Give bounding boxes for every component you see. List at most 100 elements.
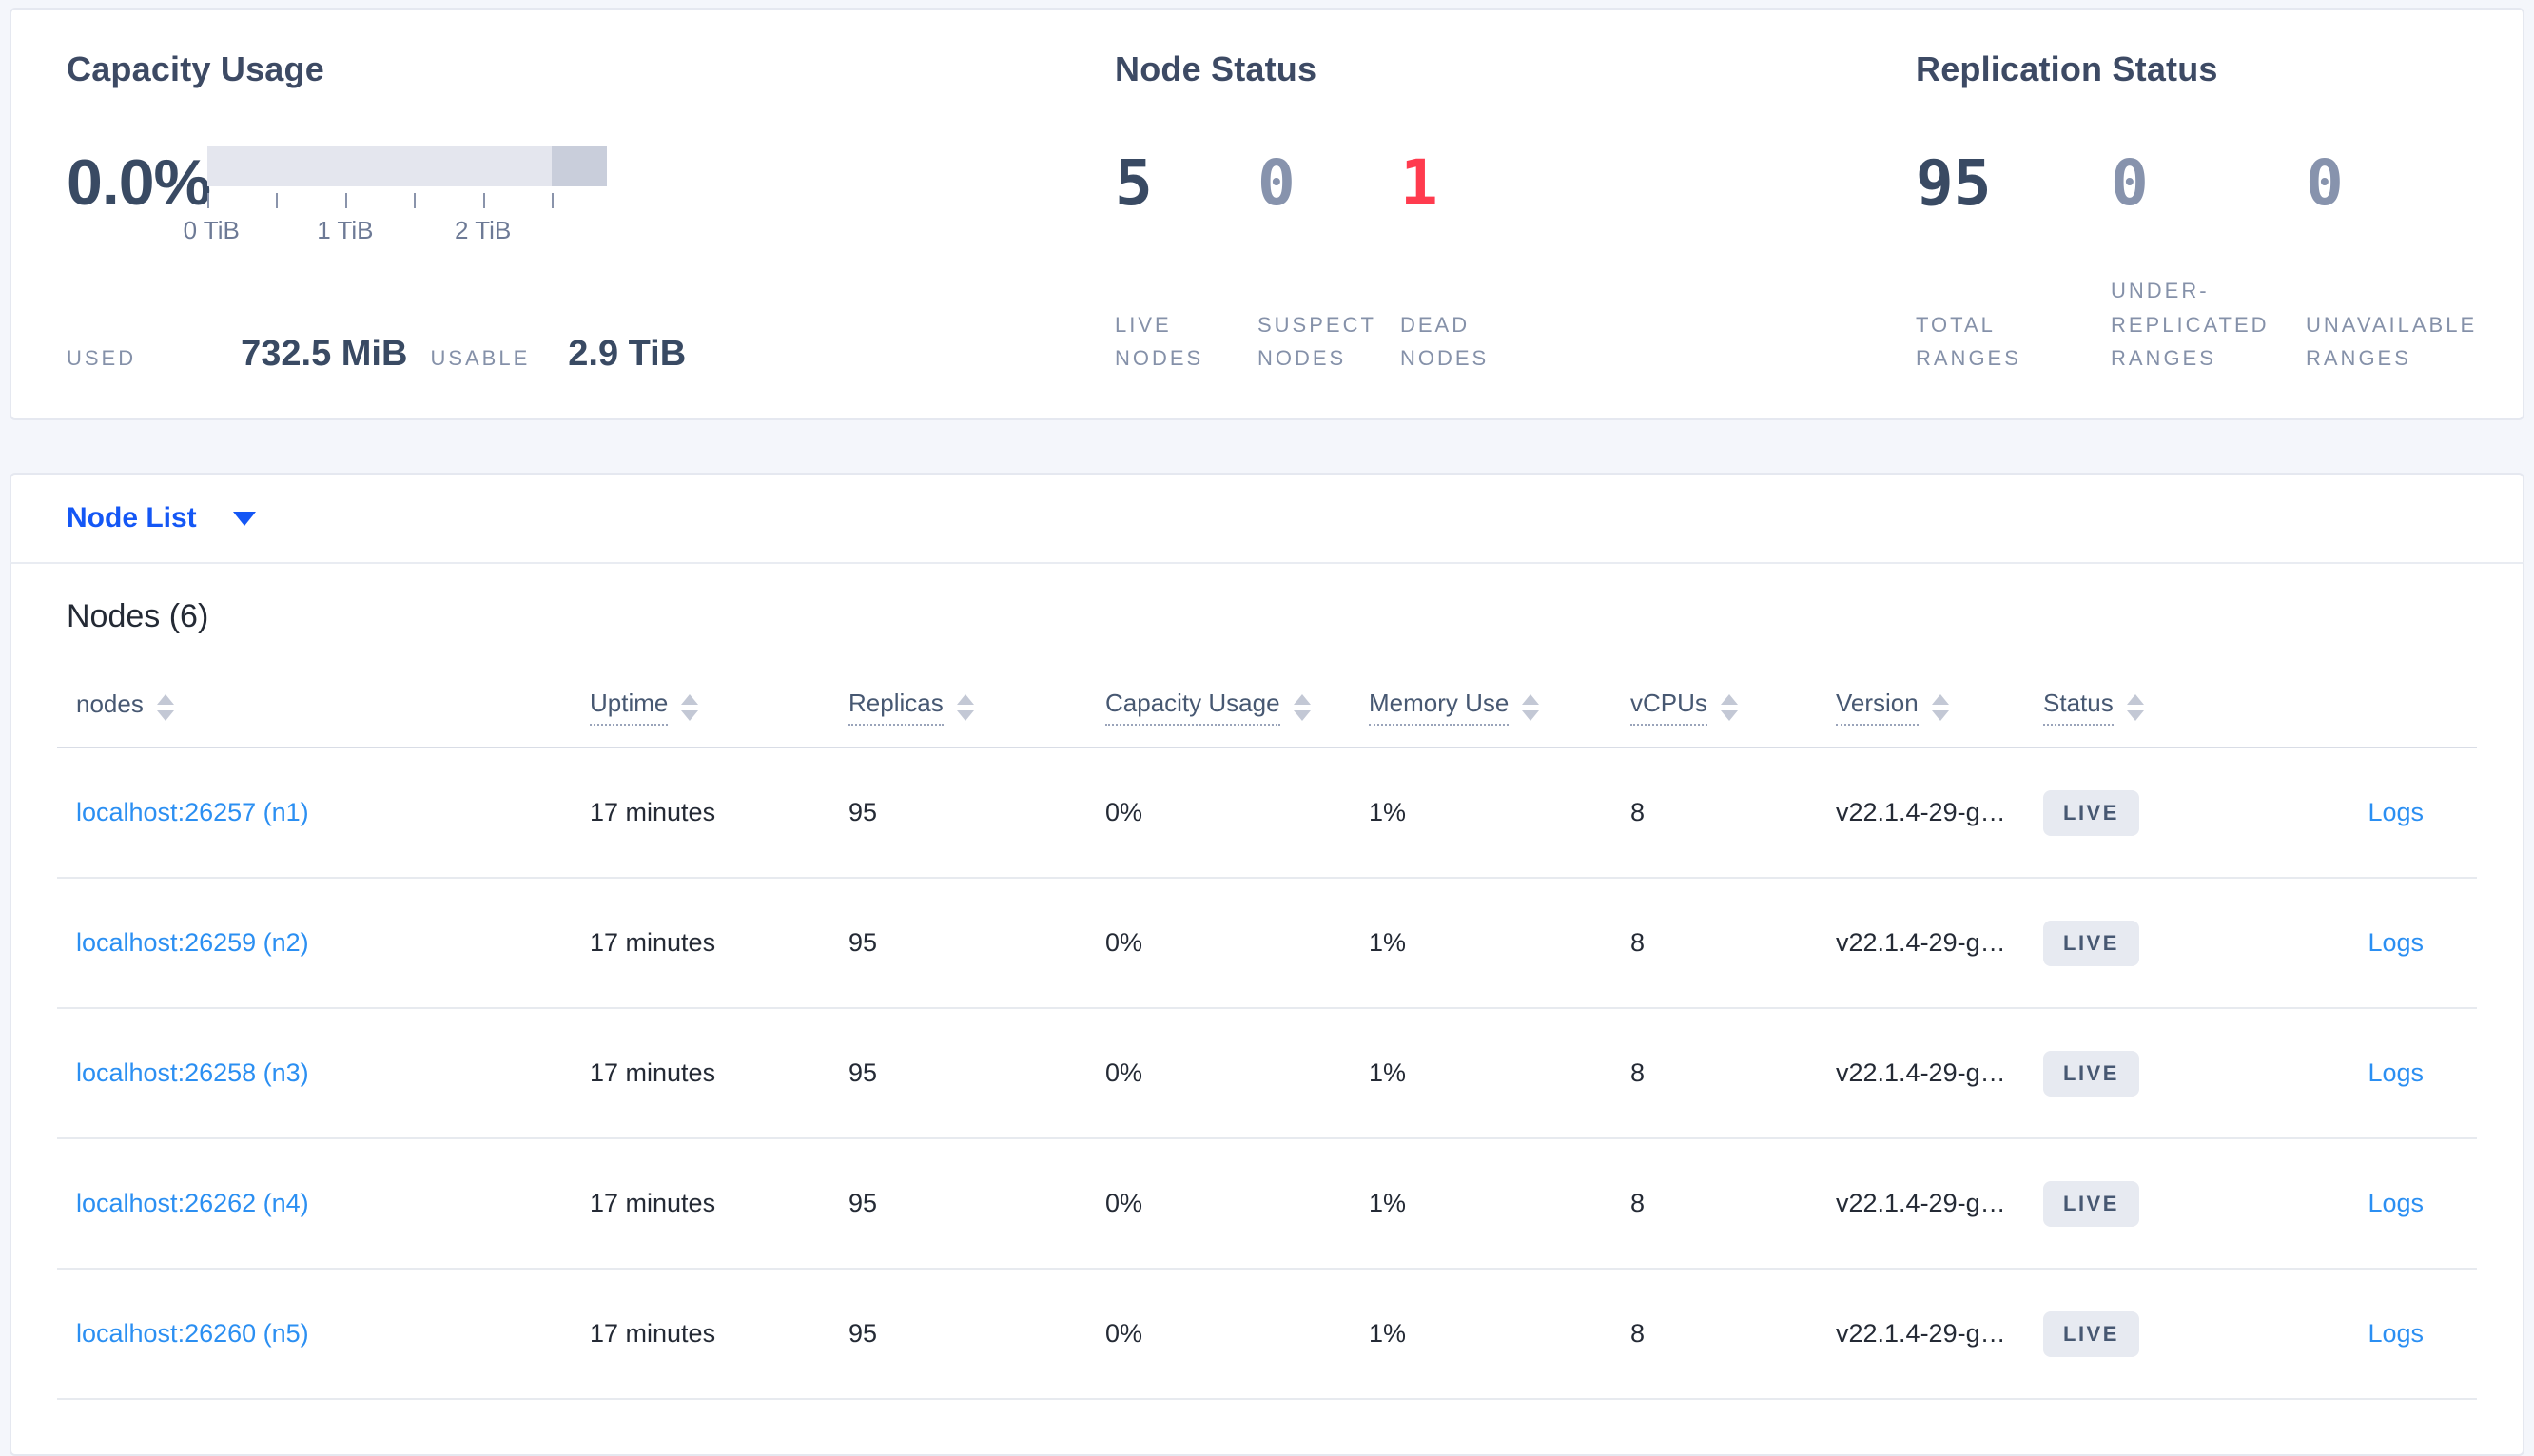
status-badge: LIVE bbox=[2043, 920, 2139, 966]
sort-desc-icon bbox=[1293, 709, 1311, 721]
column-header-label: Capacity Usage bbox=[1105, 689, 1280, 726]
node-link[interactable]: localhost:26259 (n2) bbox=[76, 928, 309, 957]
sort-asc-icon bbox=[2126, 693, 2144, 705]
capacity-usage-cell: 0% bbox=[1086, 1269, 1350, 1400]
stat-cell: 0 SUSPECT NODES bbox=[1257, 150, 1400, 375]
stat-value: 0 bbox=[2306, 146, 2344, 220]
version-cell: v22.1.4-29-g… bbox=[1817, 1138, 2024, 1270]
axis-label-1: 1 TiB bbox=[317, 216, 374, 244]
version-cell: v22.1.4-29-g… bbox=[1817, 1269, 2024, 1400]
sort-desc-icon bbox=[1720, 709, 1738, 721]
capacity-chart: 0.0% 0 TiB 1 TiB 2 TiB bbox=[67, 146, 1115, 244]
replication-status-section: Replication Status 95 TOTAL RANGES 0 UND… bbox=[1916, 49, 2524, 375]
node-link[interactable]: localhost:26262 (n4) bbox=[76, 1189, 309, 1217]
vcpus-cell: 8 bbox=[1611, 1008, 1817, 1139]
vcpus-cell: 8 bbox=[1611, 878, 1817, 1009]
sort-icon[interactable] bbox=[156, 693, 174, 721]
capacity-axis-ticks bbox=[207, 193, 607, 210]
replication-status-title: Replication Status bbox=[1916, 49, 2218, 88]
sort-asc-icon bbox=[956, 693, 974, 705]
stat-cell: 1 DEAD NODES bbox=[1400, 150, 1543, 375]
capacity-bar-reserved-segment bbox=[552, 146, 607, 186]
node-link[interactable]: localhost:26257 (n1) bbox=[76, 798, 309, 826]
logs-link[interactable]: Logs bbox=[2368, 928, 2424, 957]
logs-link[interactable]: Logs bbox=[2368, 798, 2424, 826]
logs-link[interactable]: Logs bbox=[2368, 1319, 2424, 1348]
capacity-usage-cell: 0% bbox=[1086, 1138, 1350, 1270]
view-selector-dropdown[interactable]: Node List bbox=[67, 502, 197, 534]
logs-column-header bbox=[2250, 670, 2477, 748]
uptime-cell: 17 minutes bbox=[571, 1008, 829, 1139]
stat-cell: 0 UNAVAILABLE RANGES bbox=[2306, 150, 2524, 375]
stat-value: 5 bbox=[1115, 146, 1153, 220]
column-header-label: Replicas bbox=[848, 689, 944, 726]
sort-asc-icon bbox=[1720, 693, 1738, 705]
column-header-label: Memory Use bbox=[1369, 689, 1510, 726]
stat-value: 0 bbox=[2111, 146, 2149, 220]
capacity-usage-cell: 0% bbox=[1086, 1008, 1350, 1139]
logs-link[interactable]: Logs bbox=[2368, 1058, 2424, 1087]
sort-icon[interactable] bbox=[1720, 693, 1738, 721]
capacity-bar-chart: 0 TiB 1 TiB 2 TiB bbox=[184, 146, 607, 244]
cluster-summary-panel: Capacity Usage 0.0% 0 TiB 1 TiB 2 TiB bbox=[10, 8, 2524, 420]
chevron-down-icon[interactable] bbox=[232, 511, 256, 526]
sort-icon[interactable] bbox=[1522, 693, 1540, 721]
version-cell: v22.1.4-29-g… bbox=[1817, 1008, 2024, 1139]
sort-icon[interactable] bbox=[2126, 693, 2144, 721]
sort-desc-icon bbox=[1522, 709, 1540, 721]
logs-link[interactable]: Logs bbox=[2368, 1189, 2424, 1217]
column-header-label: nodes bbox=[76, 689, 144, 718]
table-row: localhost:26260 (n5) 17 minutes 95 0% 1%… bbox=[57, 1269, 2477, 1400]
replicas-cell: 95 bbox=[829, 1008, 1086, 1139]
column-header[interactable]: Status bbox=[2024, 670, 2250, 748]
column-header[interactable]: Version bbox=[1817, 670, 2024, 748]
memory-use-cell: 1% bbox=[1350, 1269, 1611, 1400]
capacity-usage-cell: 0% bbox=[1086, 747, 1350, 879]
column-header[interactable]: nodes bbox=[57, 670, 571, 748]
table-row: localhost:26259 (n2) 17 minutes 95 0% 1%… bbox=[57, 878, 2477, 1009]
column-header[interactable]: Replicas bbox=[829, 670, 1086, 748]
stat-value: 0 bbox=[1257, 146, 1296, 220]
sort-icon[interactable] bbox=[1293, 693, 1311, 721]
memory-use-cell: 1% bbox=[1350, 1138, 1611, 1270]
capacity-axis-labels: 0 TiB 1 TiB 2 TiB bbox=[184, 216, 607, 244]
node-link[interactable]: localhost:26258 (n3) bbox=[76, 1058, 309, 1087]
sort-asc-icon bbox=[681, 693, 699, 705]
capacity-percent: 0.0% bbox=[67, 146, 211, 219]
sort-desc-icon bbox=[1931, 709, 1949, 721]
usable-value: 2.9 TiB bbox=[568, 334, 687, 374]
sort-icon[interactable] bbox=[681, 693, 699, 721]
column-header[interactable]: vCPUs bbox=[1611, 670, 1817, 748]
view-selector-bar: Node List bbox=[10, 473, 2524, 562]
memory-use-cell: 1% bbox=[1350, 878, 1611, 1009]
vcpus-cell: 8 bbox=[1611, 747, 1817, 879]
node-status-stats: 5 LIVE NODES 0 SUSPECT NODES 1 DEAD NODE… bbox=[1115, 150, 1916, 375]
uptime-cell: 17 minutes bbox=[571, 747, 829, 879]
status-badge: LIVE bbox=[2043, 789, 2139, 836]
column-header[interactable]: Capacity Usage bbox=[1086, 670, 1350, 748]
vcpus-cell: 8 bbox=[1611, 1138, 1817, 1270]
node-status-title: Node Status bbox=[1115, 49, 1317, 88]
table-row: localhost:26257 (n1) 17 minutes 95 0% 1%… bbox=[57, 747, 2477, 879]
table-row: localhost:26262 (n4) 17 minutes 95 0% 1%… bbox=[57, 1138, 2477, 1270]
column-header[interactable]: Uptime bbox=[571, 670, 829, 748]
sort-asc-icon bbox=[1293, 693, 1311, 705]
nodes-table: nodes Uptime Replicas Capacity Usag bbox=[57, 670, 2477, 1400]
sort-icon[interactable] bbox=[956, 693, 974, 721]
column-header[interactable]: Memory Use bbox=[1350, 670, 1611, 748]
sort-asc-icon bbox=[1522, 693, 1540, 705]
capacity-usage-section: Capacity Usage 0.0% 0 TiB 1 TiB 2 TiB bbox=[67, 49, 1115, 375]
replicas-cell: 95 bbox=[829, 878, 1086, 1009]
node-status-section: Node Status 5 LIVE NODES 0 SUSPECT NODES… bbox=[1115, 49, 1916, 375]
capacity-usage-title: Capacity Usage bbox=[67, 49, 324, 88]
version-cell: v22.1.4-29-g… bbox=[1817, 747, 2024, 879]
column-header-label: Version bbox=[1836, 689, 1919, 726]
uptime-cell: 17 minutes bbox=[571, 1269, 829, 1400]
column-header-label: vCPUs bbox=[1630, 689, 1707, 726]
version-cell: v22.1.4-29-g… bbox=[1817, 878, 2024, 1009]
sort-icon[interactable] bbox=[1931, 693, 1949, 721]
node-link[interactable]: localhost:26260 (n5) bbox=[76, 1319, 309, 1348]
table-header-row: nodes Uptime Replicas Capacity Usag bbox=[57, 670, 2477, 748]
column-header-label: Uptime bbox=[590, 689, 669, 726]
status-badge: LIVE bbox=[2043, 1050, 2139, 1097]
